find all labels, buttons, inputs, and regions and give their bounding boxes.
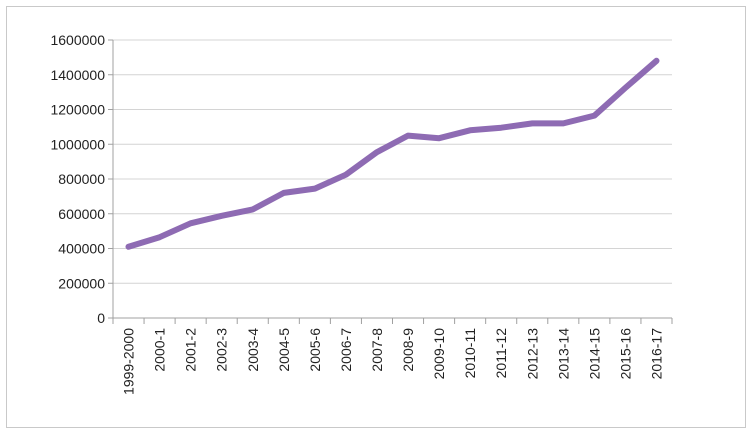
x-tick-label: 2016-17 bbox=[648, 328, 664, 380]
data-point bbox=[374, 149, 380, 155]
data-point bbox=[126, 244, 132, 250]
y-tick-label: 200000 bbox=[58, 275, 105, 291]
x-tick-label: 2007-8 bbox=[369, 328, 385, 372]
x-tick-label: 2006-7 bbox=[338, 328, 354, 372]
x-tick-label: 2013-14 bbox=[555, 328, 571, 380]
data-point bbox=[591, 113, 597, 119]
y-tick-label: 1400000 bbox=[50, 67, 105, 83]
y-tick-label: 600000 bbox=[58, 206, 105, 222]
x-tick-label: 2009-10 bbox=[431, 328, 447, 380]
x-tick-label: 2014-15 bbox=[586, 328, 602, 380]
y-tick-label: 800000 bbox=[58, 171, 105, 187]
y-tick-label: 1600000 bbox=[50, 32, 105, 48]
x-tick-label: 2015-16 bbox=[617, 328, 633, 380]
series-line bbox=[125, 57, 660, 250]
x-tick-label: 2004-5 bbox=[276, 328, 292, 372]
data-point bbox=[250, 206, 256, 212]
data-point bbox=[281, 190, 287, 196]
y-tick-label: 400000 bbox=[58, 241, 105, 257]
x-tick-label: 2012-13 bbox=[524, 328, 540, 380]
data-point bbox=[219, 213, 225, 219]
x-tick-label: 2011-12 bbox=[493, 328, 509, 379]
x-tick-label: 2001-2 bbox=[183, 328, 199, 372]
data-point bbox=[343, 172, 349, 178]
data-point bbox=[560, 120, 566, 126]
x-tick-label: 2003-4 bbox=[245, 328, 261, 372]
data-point bbox=[498, 125, 504, 131]
data-point bbox=[157, 234, 163, 240]
x-tick-label: 2005-6 bbox=[307, 328, 323, 372]
x-tick-label: 2010-11 bbox=[462, 328, 478, 379]
data-point bbox=[405, 133, 411, 139]
data-point bbox=[653, 58, 659, 64]
data-point bbox=[467, 127, 473, 133]
y-tick-label: 0 bbox=[97, 310, 105, 326]
y-tick-label: 1000000 bbox=[50, 136, 105, 152]
data-point bbox=[436, 135, 442, 141]
data-point bbox=[312, 186, 318, 192]
data-point bbox=[529, 120, 535, 126]
x-tick-label: 2000-1 bbox=[152, 328, 168, 372]
y-tick-label: 1200000 bbox=[50, 102, 105, 118]
data-point bbox=[188, 220, 194, 226]
data-point bbox=[622, 85, 628, 91]
x-tick-label: 2002-3 bbox=[214, 328, 230, 372]
x-tick-label: 2008-9 bbox=[400, 328, 416, 372]
x-tick-label: 1999-2000 bbox=[121, 328, 137, 395]
chart-frame bbox=[6, 6, 746, 428]
